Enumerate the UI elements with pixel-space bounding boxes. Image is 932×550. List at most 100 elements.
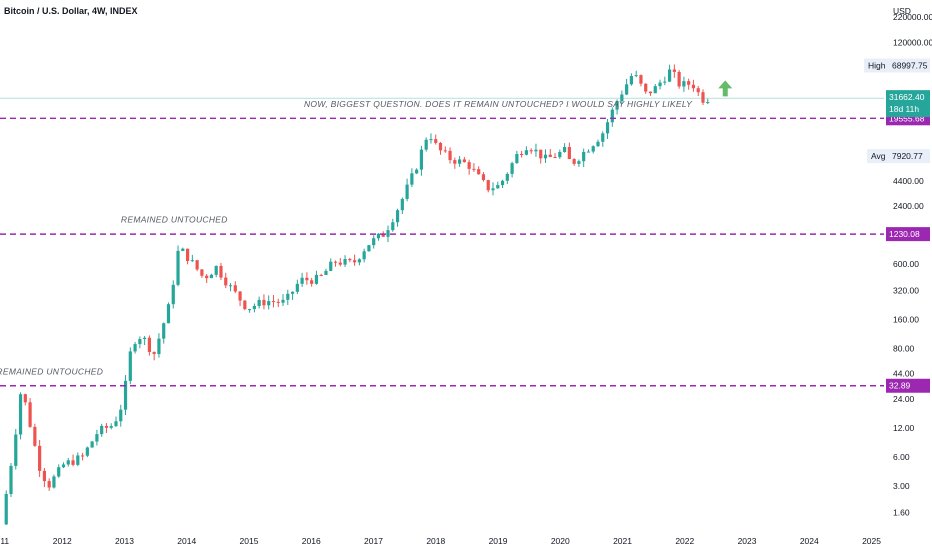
candle-body (252, 305, 256, 310)
candle-body (706, 102, 710, 104)
current-price-label: 31662.40 (889, 92, 925, 102)
candle-body (491, 188, 495, 191)
up-arrow-icon (718, 80, 733, 97)
candle-body (386, 230, 390, 237)
candle-body (329, 261, 333, 271)
candle-body (224, 277, 228, 286)
candle-body (57, 467, 61, 477)
x-tick-label: 2011 (0, 536, 9, 546)
annotations-layer: NOW, BIGGEST QUESTION. DOES IT REMAIN UN… (0, 80, 733, 377)
candle-body (166, 304, 171, 324)
candle-body (314, 274, 319, 284)
candle-body (61, 464, 66, 468)
x-tick-label: 2013 (115, 536, 134, 546)
candle-body (310, 280, 314, 284)
candle-body (438, 142, 443, 151)
candle-body (477, 169, 481, 175)
y-tick-label: 2400.00 (893, 201, 924, 211)
levels-layer (0, 97, 884, 387)
candles-layer (4, 64, 710, 526)
candle-body (644, 83, 648, 92)
candle-body (596, 141, 600, 147)
x-tick-label: 2020 (551, 536, 570, 546)
candle-body (300, 277, 304, 284)
y-tick-label: 120000.00 (893, 37, 932, 47)
level-price-tag-label: 32.89 (889, 381, 911, 391)
level-price-tag (886, 227, 930, 242)
candle-body (33, 426, 37, 446)
level-price-tag (886, 378, 930, 393)
candle-body (4, 494, 8, 525)
candle-body (605, 122, 610, 134)
candle-body (472, 168, 476, 170)
y-tick-label: 4400.00 (893, 176, 924, 186)
candle-body (629, 76, 634, 85)
candle-body (381, 233, 385, 237)
candle-body (324, 270, 328, 275)
x-tick-label: 2025 (862, 536, 881, 546)
candle-body (66, 460, 70, 465)
currency-label: USD (893, 6, 911, 16)
candle-body (462, 159, 466, 163)
candle-body (562, 146, 567, 152)
candle-body (52, 476, 56, 488)
candle-body (319, 274, 323, 276)
candle-body (343, 259, 347, 265)
candle-body (400, 198, 404, 211)
candle-body (228, 285, 233, 287)
candle-body (577, 161, 581, 164)
candle-body (290, 291, 295, 294)
candle-body (510, 163, 514, 174)
candle-body (648, 91, 653, 94)
annotation-text: NOW, BIGGEST QUESTION. DOES IT REMAIN UN… (304, 99, 693, 109)
candle-body (267, 301, 271, 306)
candle-body (219, 265, 223, 278)
candle-body (615, 101, 619, 110)
candle-body (520, 153, 524, 155)
candle-body (104, 425, 109, 428)
candle-body (357, 259, 361, 263)
candle-body (376, 233, 381, 239)
x-tick-label: 2018 (426, 536, 445, 546)
y-tick-label: 220000.00 (893, 12, 932, 22)
price-axis[interactable]: USD 220000.00 120000.00 4400.00 2400.00 600.… (864, 6, 932, 517)
candle-body (591, 146, 595, 152)
candle-body (171, 284, 175, 305)
candle-body (71, 460, 75, 465)
candle-body (453, 160, 457, 164)
time-axis[interactable]: 2011 2012 2013 2014 2015 2016 2017 2018 2019 2020… (0, 536, 881, 546)
candle-body (95, 434, 99, 442)
candle-body (625, 84, 629, 95)
y-tick-label: 600.00 (893, 259, 919, 269)
candle-body (405, 184, 409, 199)
candle-body (338, 262, 342, 265)
candle-body (38, 445, 42, 471)
candle-body (424, 139, 428, 150)
candle-body (209, 274, 214, 279)
candle-body (481, 174, 486, 181)
candle-body (496, 185, 500, 189)
candle-body (410, 173, 414, 185)
candle-body (76, 455, 80, 465)
candle-body (214, 265, 218, 275)
candle-body (195, 260, 199, 270)
candle-body (119, 409, 123, 422)
bar-countdown-label: 18d 11h (889, 104, 919, 114)
y-tick-label: 44.00 (893, 369, 915, 379)
candle-body (286, 293, 290, 300)
candle-body (691, 84, 696, 89)
candle-body (152, 351, 156, 355)
y-tick-label: 12.00 (893, 423, 915, 433)
level-price-tag-label: 19555.68 (889, 113, 925, 123)
candle-body (548, 154, 552, 157)
x-tick-label: 2012 (53, 536, 72, 546)
candle-body (18, 394, 23, 435)
candle-body (653, 86, 657, 94)
candle-body (133, 344, 137, 352)
candle-body (572, 159, 576, 164)
x-tick-label: 2023 (738, 536, 757, 546)
candle-body (348, 259, 352, 261)
x-tick-label: 2021 (613, 536, 632, 546)
candle-body (582, 151, 586, 162)
